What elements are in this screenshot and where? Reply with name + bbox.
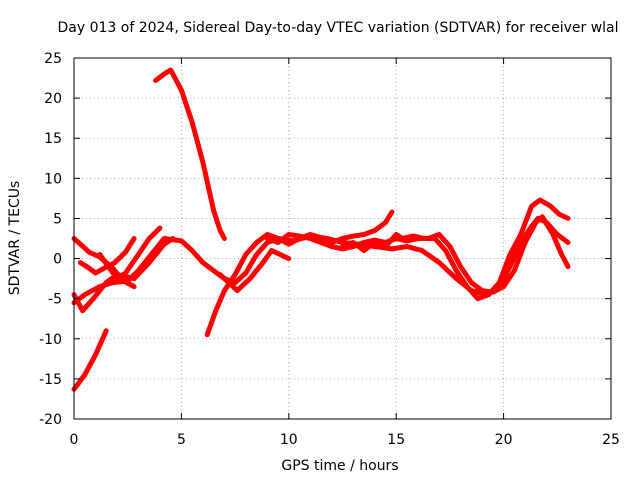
y-tick-label: 0: [53, 252, 62, 268]
x-tick-label: 20: [495, 432, 513, 448]
chart-title: Day 013 of 2024, Sidereal Day-to-day VTE…: [57, 20, 618, 36]
plot-frame: [73, 57, 612, 420]
x-tick-label: 10: [280, 432, 298, 448]
x-tick-label: 25: [602, 432, 620, 448]
y-tick-label: -10: [39, 332, 62, 348]
y-tick-label: 25: [44, 51, 62, 67]
x-tick-label: 15: [387, 432, 405, 448]
series-line-sat-h: [204, 209, 395, 338]
series-line-sat-k: [340, 197, 571, 302]
series-line-sat-g: [153, 67, 227, 241]
y-tick-label: 15: [44, 131, 62, 147]
series-line-sat-a: [71, 328, 109, 392]
y-tick-label: 5: [53, 211, 62, 227]
series-line-sat-f: [97, 225, 163, 282]
series-line-sat-e: [77, 236, 137, 276]
series-line-sat-i: [217, 248, 292, 294]
x-tick-label: 5: [177, 432, 186, 448]
y-tick-label: -5: [48, 292, 62, 308]
x-tick-label: 0: [70, 432, 79, 448]
y-axis-label: SDTVAR / TECUs: [7, 181, 23, 296]
y-tick-label: 10: [44, 171, 62, 187]
data-series: [71, 67, 571, 392]
axis-ticks: 0 5 10 15 20 25 -20 -15 -10 -5 0 5 10 15 20 25: [39, 51, 620, 448]
x-axis-label: GPS time / hours: [281, 458, 398, 474]
y-tick-label: -20: [39, 412, 62, 428]
y-tick-label: -15: [39, 372, 62, 388]
y-tick-label: 20: [44, 91, 62, 107]
grid-lines: [74, 58, 611, 419]
